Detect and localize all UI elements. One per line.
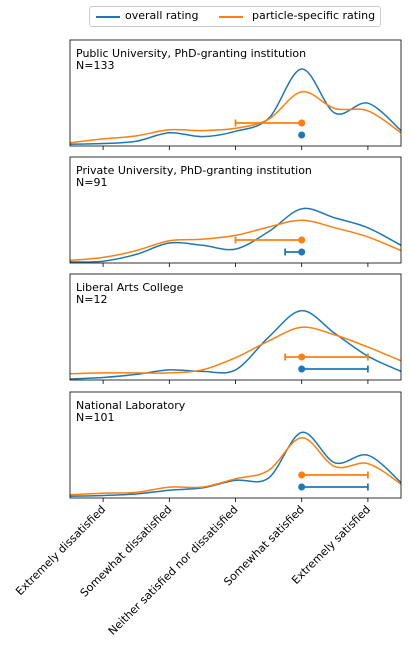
point-estimate-overall-rating-4 xyxy=(298,483,306,491)
panel-frame-1 xyxy=(69,39,402,147)
density-curve-overall-rating-1 xyxy=(69,68,402,145)
point-estimate-overall-rating-2 xyxy=(298,248,306,256)
density-curve-particle-specific-rating-3 xyxy=(69,326,402,375)
density-curve-overall-rating-2 xyxy=(69,207,402,263)
density-curve-overall-rating-4 xyxy=(69,431,402,497)
point-estimate-overall-rating-3 xyxy=(298,365,306,373)
panel-n-1: N=133 xyxy=(76,59,114,72)
panel-title-1: Public University, PhD-granting institut… xyxy=(76,47,306,60)
legend-swatch-overall xyxy=(96,16,120,18)
legend-label-overall: overall rating xyxy=(125,9,199,22)
point-estimate-particle-specific-rating-3 xyxy=(298,353,306,361)
density-curve-particle-specific-rating-1 xyxy=(69,91,402,144)
panel-title-3: Liberal Arts College xyxy=(76,281,184,294)
panel-n-3: N=12 xyxy=(76,293,107,306)
panel-title-2: Private University, PhD-granting institu… xyxy=(76,164,312,177)
point-estimate-particle-specific-rating-2 xyxy=(298,236,306,244)
legend: overall rating particle-specific rating xyxy=(89,6,381,27)
density-curve-overall-rating-3 xyxy=(69,309,402,380)
density-curve-particle-specific-rating-2 xyxy=(69,219,402,262)
legend-swatch-particle xyxy=(219,16,243,18)
point-estimate-particle-specific-rating-1 xyxy=(298,119,306,127)
panel-n-2: N=91 xyxy=(76,176,107,189)
panel-frame-4 xyxy=(69,391,402,499)
panel-frame-2 xyxy=(69,156,402,264)
x-tick-label-3: Neither satisfied nor dissatisfied xyxy=(106,503,241,638)
panel-title-4: National Laboratory xyxy=(76,399,186,412)
panel-frame-3 xyxy=(69,273,402,381)
point-estimate-particle-specific-rating-4 xyxy=(298,471,306,479)
density-curve-particle-specific-rating-4 xyxy=(69,436,402,496)
legend-label-particle: particle-specific rating xyxy=(252,9,376,22)
point-estimate-overall-rating-1 xyxy=(298,131,306,139)
panel-n-4: N=101 xyxy=(76,411,114,424)
